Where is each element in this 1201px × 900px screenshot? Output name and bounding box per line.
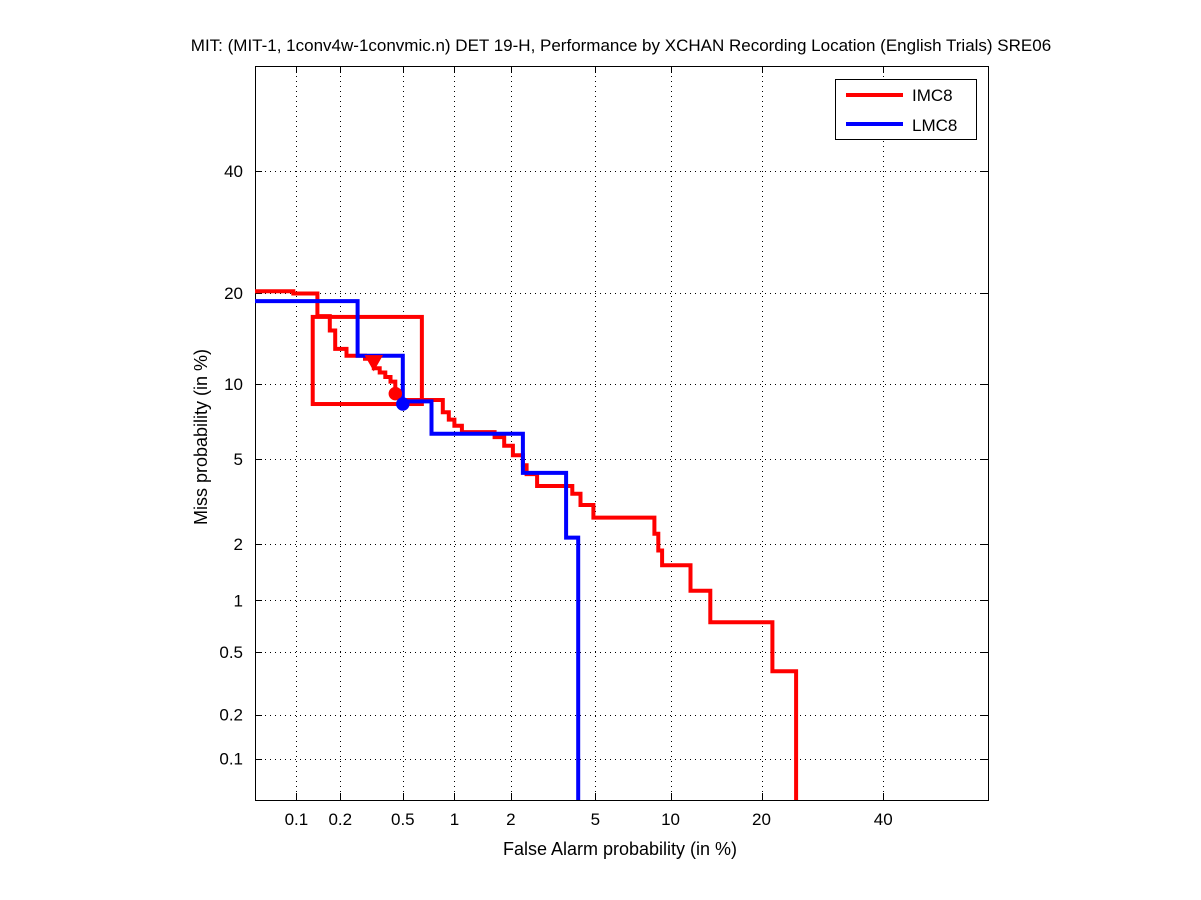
x-tick-label: 10: [661, 810, 680, 829]
y-tick-label: 1: [234, 591, 243, 610]
det-curve-lmc8: [255, 299, 581, 800]
x-tick-label: 20: [752, 810, 771, 829]
legend-box: [835, 79, 977, 140]
y-tick-label: 40: [224, 162, 243, 181]
legend: IMC8 LMC8: [835, 79, 977, 140]
x-axis-label: False Alarm probability (in %): [503, 839, 737, 859]
y-tick-label: 2: [234, 535, 243, 554]
y-tick-label: 0.5: [219, 643, 243, 662]
x-tick-label: 2: [506, 810, 515, 829]
y-axis-label: Miss probability (in %): [191, 349, 211, 525]
min-dcf-point-imc8: [364, 355, 384, 372]
x-tick-label: 0.2: [328, 810, 352, 829]
x-tick-label: 5: [591, 810, 600, 829]
chart-title: MIT: (MIT-1, 1conv4w-1convmic.n) DET 19-…: [191, 36, 1051, 55]
x-tick-label: 0.5: [391, 810, 415, 829]
confidence-box-imc8: [310, 314, 424, 407]
legend-label-imc8: IMC8: [912, 86, 953, 105]
y-tick-label: 10: [224, 375, 243, 394]
y-tick-label: 0.1: [219, 750, 243, 769]
y-tick-label: 0.2: [219, 706, 243, 725]
grid-lines: [255, 66, 988, 800]
legend-label-lmc8: LMC8: [912, 116, 957, 135]
plot-frame: [255, 66, 989, 801]
actual-dcf-point-imc8: [388, 386, 403, 401]
x-tick-label: 1: [450, 810, 459, 829]
actual-dcf-point-lmc8: [396, 397, 410, 411]
series-layer: [255, 289, 799, 800]
y-tick-label: 20: [224, 284, 243, 303]
operating-points: [364, 355, 410, 411]
det-curve-imc8: [255, 289, 799, 800]
axis-ticks: 0.1 0.2 0.5 1 2 5 10 20 40 0.1 0.2 0.5 1 2 5 10 20 40: [219, 66, 988, 829]
y-tick-label: 5: [234, 450, 243, 469]
x-tick-label: 0.1: [285, 810, 309, 829]
x-tick-label: 40: [874, 810, 893, 829]
